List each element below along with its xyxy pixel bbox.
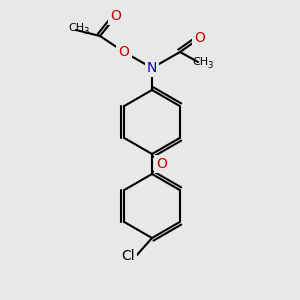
Text: CH: CH	[68, 23, 84, 33]
Text: N: N	[147, 61, 157, 75]
Text: O: O	[195, 31, 206, 45]
Text: O: O	[118, 45, 129, 59]
Text: 3: 3	[207, 61, 213, 70]
Text: Cl: Cl	[121, 249, 135, 263]
Text: O: O	[111, 9, 122, 23]
Text: 3: 3	[83, 28, 89, 37]
Text: CH: CH	[192, 57, 208, 67]
Text: O: O	[157, 157, 167, 171]
